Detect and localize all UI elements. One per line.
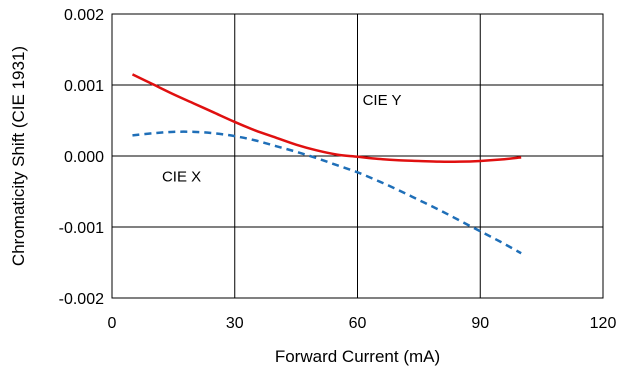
- y-tick-label: 0.000: [64, 149, 104, 166]
- y-axis-title: Chromaticity Shift (CIE 1931): [9, 46, 28, 266]
- x-tick-label: 120: [590, 315, 617, 332]
- x-tick-label: 30: [226, 315, 244, 332]
- x-tick-label: 60: [349, 315, 367, 332]
- y-tick-label: -0.002: [59, 291, 104, 308]
- series-annotation: CIE X: [162, 169, 201, 186]
- y-tick-label: 0.001: [64, 78, 104, 95]
- series-annotation: CIE Y: [363, 92, 402, 109]
- x-tick-label: 90: [471, 315, 489, 332]
- series-line-cie-x: [132, 130, 522, 255]
- y-tick-label: -0.001: [59, 220, 104, 237]
- x-tick-label: 0: [108, 315, 117, 332]
- series-line-cie-y: [131, 73, 522, 164]
- plot-frame: [111, 13, 604, 299]
- y-tick-label: 0.002: [64, 7, 104, 24]
- series-layer: [131, 73, 522, 255]
- annotations: CIE Y CIE X: [162, 92, 402, 186]
- tick-labels: 0 30 60 90 120 0.002 0.001 0.000 -0.001 -0.002: [59, 7, 617, 332]
- x-axis-title: Forward Current (mA): [275, 347, 440, 366]
